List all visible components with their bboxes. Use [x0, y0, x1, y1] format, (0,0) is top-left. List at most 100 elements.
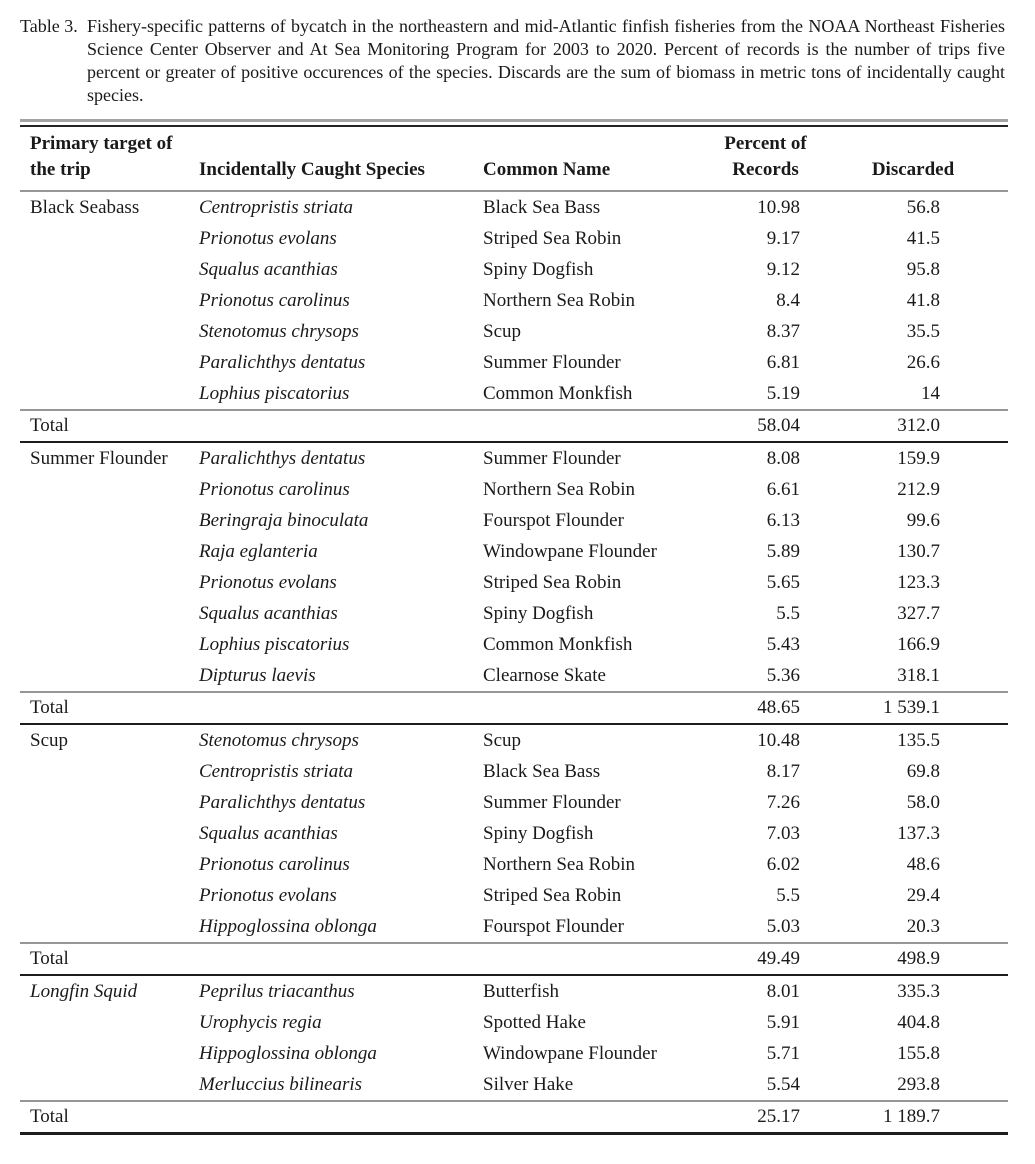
table-header: Primary target of the trip Incidentally … [20, 127, 1008, 191]
total-spacer-cell [473, 943, 693, 975]
species-cell: Merluccius bilinearis [199, 1073, 363, 1095]
common-name-cell: Scup [483, 320, 521, 342]
fishery-section-3: Scup Stenotomus chrysops Scup 10.48 135.5 Cen… [20, 724, 1008, 975]
species-row: Black Seabass Centropristis striata Black … [20, 191, 1008, 223]
total-percent-cell: 58.04 [757, 415, 800, 436]
species-cell: Urophycis regia [199, 1011, 322, 1033]
percent-records-cell: 6.81 [766, 351, 800, 373]
total-label-cell: Total [30, 1106, 69, 1127]
primary-target-cell [20, 1038, 190, 1069]
total-spacer-cell [190, 943, 473, 975]
total-row: Total 58.04 312.0 [20, 410, 1008, 442]
total-discarded-cell: 312.0 [897, 415, 940, 436]
common-name-cell: Windowpane Flounder [483, 540, 657, 562]
primary-target-cell [20, 660, 190, 692]
total-discarded-cell: 1 539.1 [883, 697, 940, 718]
total-spacer-cell [473, 1101, 693, 1134]
species-cell: Centropristis striata [199, 196, 353, 218]
species-row: Summer Flounder Paralichthys dentatus Summ… [20, 442, 1008, 474]
discarded-cell: 155.8 [897, 1042, 940, 1064]
species-cell: Squalus acanthias [199, 258, 338, 280]
common-name-cell: Butterfish [483, 980, 559, 1002]
total-spacer-cell [190, 1101, 473, 1134]
percent-records-cell: 5.19 [766, 382, 800, 404]
total-row: Total 48.65 1 539.1 [20, 692, 1008, 724]
total-spacer-cell [473, 410, 693, 442]
discarded-cell: 318.1 [897, 664, 940, 686]
discarded-cell: 99.6 [906, 509, 940, 531]
species-row: Hippoglossina oblonga Fourspot Flounder 5.… [20, 911, 1008, 943]
percent-records-cell: 5.43 [766, 633, 800, 655]
species-row: Prionotus evolans Striped Sea Robin 9.17 41… [20, 223, 1008, 254]
discarded-cell: 58.0 [906, 791, 940, 813]
total-discarded-cell: 498.9 [897, 948, 940, 969]
discarded-cell: 29.4 [906, 884, 940, 906]
primary-target-cell [20, 285, 190, 316]
species-cell: Beringraja binoculata [199, 509, 369, 531]
primary-target-cell [20, 254, 190, 285]
species-row: Raja eglanteria Windowpane Flounder 5.89 13… [20, 536, 1008, 567]
discarded-cell: 327.7 [897, 602, 940, 624]
percent-records-cell: 5.71 [766, 1042, 800, 1064]
caption-text: Fishery-specific patterns of bycatch in … [87, 16, 1005, 105]
discarded-cell: 159.9 [897, 447, 940, 469]
discarded-cell: 135.5 [897, 729, 940, 751]
common-name-cell: Scup [483, 729, 521, 751]
percent-records-cell: 5.91 [766, 1011, 800, 1033]
total-spacer-cell [473, 692, 693, 724]
species-cell: Prionotus carolinus [199, 853, 350, 875]
species-row: Stenotomus chrysops Scup 8.37 35.5 [20, 316, 1008, 347]
common-name-cell: Spotted Hake [483, 1011, 586, 1033]
primary-target-cell: Longfin Squid [30, 980, 138, 1002]
primary-target-cell [20, 347, 190, 378]
header-row: Primary target of the trip Incidentally … [20, 127, 1008, 191]
species-cell: Prionotus evolans [199, 571, 337, 593]
primary-target-cell: Black Seabass [30, 196, 140, 218]
common-name-cell: Spiny Dogfish [483, 258, 594, 280]
fishery-section-1: Black Seabass Centropristis striata Black … [20, 191, 1008, 442]
common-name-cell: Summer Flounder [483, 351, 621, 373]
discarded-cell: 166.9 [897, 633, 940, 655]
common-name-cell: Fourspot Flounder [483, 509, 624, 531]
discarded-cell: 123.3 [897, 571, 940, 593]
species-row: Paralichthys dentatus Summer Flounder 7.26… [20, 787, 1008, 818]
table-top-rule-inner [20, 125, 1008, 127]
total-percent-cell: 48.65 [757, 697, 800, 718]
table-top-rule-outer [20, 119, 1008, 122]
species-row: Dipturus laevis Clearnose Skate 5.36 318.1 [20, 660, 1008, 692]
species-row: Prionotus carolinus Northern Sea Robin 8.4… [20, 285, 1008, 316]
species-cell: Stenotomus chrysops [199, 320, 359, 342]
species-cell: Centropristis striata [199, 760, 353, 782]
percent-records-cell: 6.13 [766, 509, 800, 531]
discarded-cell: 35.5 [906, 320, 940, 342]
header-common-name: Common Name [483, 159, 611, 180]
common-name-cell: Striped Sea Robin [483, 571, 622, 593]
common-name-cell: Black Sea Bass [483, 196, 601, 218]
primary-target-cell: Summer Flounder [30, 447, 168, 469]
discarded-cell: 137.3 [897, 822, 940, 844]
total-discarded-cell: 1 189.7 [883, 1106, 940, 1127]
common-name-cell: Summer Flounder [483, 791, 621, 813]
species-cell: Lophius piscatorius [199, 633, 350, 655]
discarded-cell: 14 [921, 382, 940, 404]
species-row: Squalus acanthias Spiny Dogfish 5.5 327.7 [20, 598, 1008, 629]
primary-target-cell [20, 567, 190, 598]
common-name-cell: Striped Sea Robin [483, 227, 622, 249]
primary-target-cell [20, 911, 190, 943]
percent-records-cell: 5.54 [766, 1073, 800, 1095]
discarded-cell: 56.8 [906, 196, 940, 218]
discarded-cell: 69.8 [906, 760, 940, 782]
common-name-cell: Clearnose Skate [483, 664, 606, 686]
primary-target-cell [20, 223, 190, 254]
percent-records-cell: 5.36 [766, 664, 800, 686]
fishery-section-4: Longfin Squid Peprilus triacanthus Butterf… [20, 975, 1008, 1134]
discarded-cell: 130.7 [897, 540, 940, 562]
species-cell: Dipturus laevis [199, 664, 316, 686]
species-row: Prionotus carolinus Northern Sea Robin 6.0… [20, 849, 1008, 880]
primary-target-cell [20, 880, 190, 911]
primary-target-cell: Scup [30, 729, 68, 751]
header-incidentally-caught-species: Incidentally Caught Species [199, 159, 425, 180]
species-row: Prionotus evolans Striped Sea Robin 5.5 29.… [20, 880, 1008, 911]
discarded-cell: 335.3 [897, 980, 940, 1002]
